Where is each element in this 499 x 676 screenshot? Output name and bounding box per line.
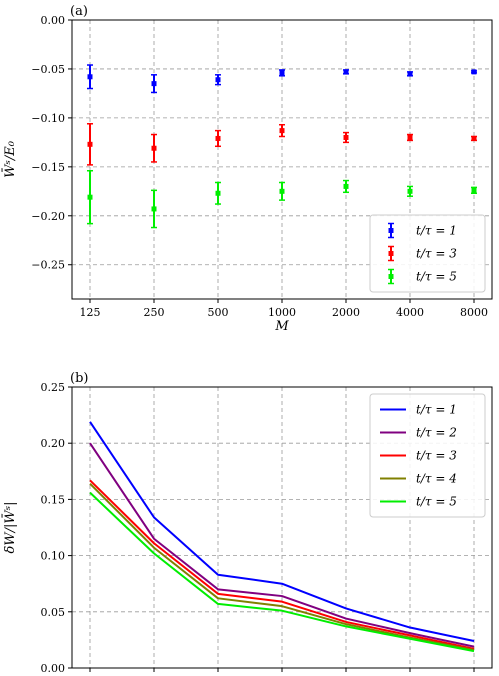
data-point (215, 190, 221, 196)
series-line (89, 479, 475, 650)
data-point (279, 128, 285, 134)
data-point (343, 134, 349, 140)
data-point (151, 206, 157, 212)
legend-label: t/τ = 5 (416, 495, 457, 509)
data-point (87, 141, 93, 147)
legend-label: t/τ = 3 (416, 449, 457, 463)
y-tick-label: −0.25 (31, 259, 65, 272)
y-tick-label: 0.25 (41, 381, 66, 394)
legend-label: t/τ = 5 (416, 270, 457, 284)
panel-b: 0.000.050.100.150.200.251252505001000200… (2, 371, 493, 676)
legend-key-marker (388, 228, 394, 233)
x-tick-label: 4000 (396, 306, 424, 319)
data-point (343, 183, 349, 189)
x-tick-label: 250 (144, 306, 165, 319)
data-point (343, 69, 349, 75)
legend: t/τ = 1 t/τ = 2 t/τ = 3 t/τ = 4 t/τ = 5 (369, 393, 486, 518)
legend-label: t/τ = 4 (416, 472, 457, 486)
data-point (407, 188, 413, 194)
data-point (151, 81, 157, 87)
y-axis-title: W̄ˢ/E₀ (2, 140, 18, 178)
data-point (279, 188, 285, 194)
legend-key-marker (388, 251, 394, 256)
y-tick-label: 0.05 (41, 606, 66, 619)
series-1 (89, 421, 475, 642)
series-1 (87, 64, 477, 94)
y-tick-label: −0.05 (31, 63, 65, 76)
panel-label: (a) (70, 4, 88, 19)
y-tick-label: 0.15 (41, 493, 66, 506)
legend-label: t/τ = 1 (416, 403, 457, 417)
x-tick-label: 8000 (460, 306, 488, 319)
y-tick-label: −0.10 (31, 112, 65, 125)
series-3 (89, 479, 475, 650)
series-2 (87, 123, 477, 166)
data-point (471, 69, 477, 75)
data-point (87, 74, 93, 80)
series-5 (89, 491, 475, 653)
y-tick-label: 0.00 (41, 662, 66, 675)
panel-a: 0.00 −0.05 −0.10 −0.15 −0.20 −0.25 125 250 500 10… (2, 4, 493, 334)
data-point (151, 145, 157, 151)
legend-label: t/τ = 1 (416, 224, 457, 238)
data-point (87, 194, 93, 200)
legend-box (369, 393, 486, 518)
series-4 (89, 482, 475, 652)
series-2 (89, 442, 475, 648)
data-point (407, 71, 413, 77)
data-point (215, 77, 221, 83)
series-3 (87, 170, 477, 229)
data-point (279, 70, 285, 76)
legend-label: t/τ = 2 (416, 426, 457, 440)
series-line (89, 482, 475, 652)
series-line (89, 421, 475, 642)
data-point (215, 135, 221, 141)
data-point (407, 134, 413, 140)
y-tick-label: −0.15 (31, 161, 65, 174)
y-tick-label: 0.00 (41, 14, 66, 27)
series-line (89, 442, 475, 648)
x-axis-title: M (274, 319, 289, 334)
y-axis-title: δW/|W̄ˢ| (2, 501, 18, 553)
data-point (471, 187, 477, 193)
legend: t/τ = 1 t/τ = 3 t/τ = 5 (369, 214, 486, 293)
x-tick-label: 500 (208, 306, 229, 319)
x-tick-label: 1000 (268, 306, 296, 319)
x-tick-label: 2000 (332, 306, 360, 319)
panel-label: (b) (70, 371, 88, 386)
y-tick-label: −0.20 (31, 210, 65, 223)
legend-label: t/τ = 3 (416, 247, 457, 261)
y-tick-label: 0.10 (41, 550, 66, 563)
y-tick-label: 0.20 (41, 437, 66, 450)
legend-key-marker (388, 274, 394, 279)
x-tick-label: 125 (80, 306, 101, 319)
data-point (471, 135, 477, 141)
legend-box (369, 214, 486, 293)
series-line (89, 491, 475, 653)
